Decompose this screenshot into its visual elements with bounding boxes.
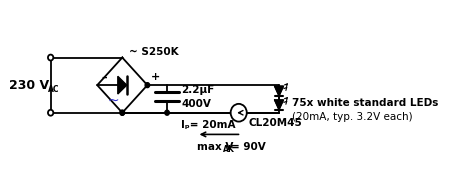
Text: CL20M45: CL20M45 <box>248 118 302 128</box>
Text: AK: AK <box>222 145 234 154</box>
Circle shape <box>145 83 149 88</box>
Circle shape <box>164 110 169 115</box>
Text: ~ S250K: ~ S250K <box>129 47 179 57</box>
Circle shape <box>49 110 53 115</box>
Polygon shape <box>274 86 283 96</box>
Text: 75x white standard LEDs: 75x white standard LEDs <box>292 98 438 108</box>
Polygon shape <box>274 100 283 110</box>
Polygon shape <box>117 76 126 94</box>
Text: ~: ~ <box>107 94 119 108</box>
Text: max V: max V <box>196 142 233 152</box>
Circle shape <box>120 110 124 115</box>
Text: AC: AC <box>48 85 59 94</box>
Text: 400V: 400V <box>181 99 211 109</box>
Circle shape <box>231 104 246 121</box>
Text: = 90V: = 90V <box>230 142 265 152</box>
Text: 2.2μF: 2.2μF <box>181 85 214 95</box>
Text: 230 V: 230 V <box>9 79 49 92</box>
Text: +: + <box>151 72 160 82</box>
Text: (20mA, typ. 3.2V each): (20mA, typ. 3.2V each) <box>292 112 412 122</box>
Text: –: – <box>101 72 107 82</box>
Circle shape <box>49 55 53 60</box>
Circle shape <box>120 110 124 115</box>
Text: Iₚ= 20mA: Iₚ= 20mA <box>181 120 235 129</box>
